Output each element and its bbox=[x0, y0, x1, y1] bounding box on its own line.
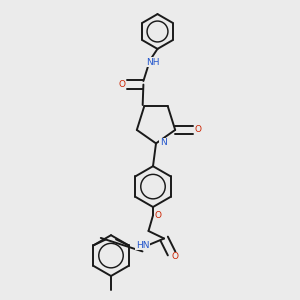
Text: O: O bbox=[172, 252, 179, 261]
Text: N: N bbox=[160, 138, 166, 147]
Text: NH: NH bbox=[146, 58, 160, 67]
Text: O: O bbox=[194, 125, 202, 134]
Text: HN: HN bbox=[136, 241, 149, 250]
Text: O: O bbox=[118, 80, 126, 89]
Text: O: O bbox=[154, 211, 162, 220]
